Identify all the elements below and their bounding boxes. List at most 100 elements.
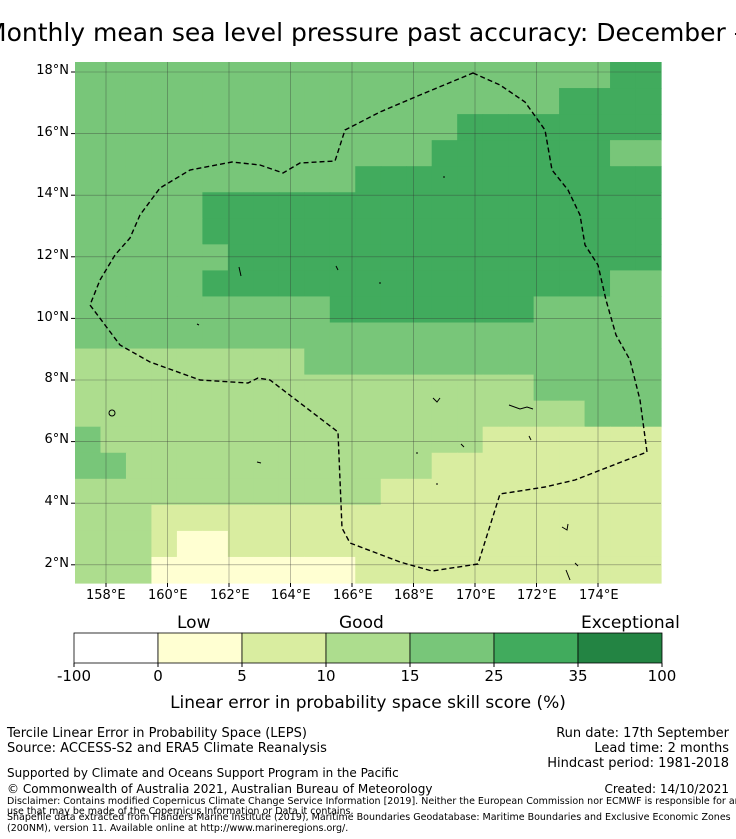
skill-cell <box>635 192 662 219</box>
skill-cell <box>151 192 178 219</box>
skill-cell <box>125 322 153 350</box>
skill-cell <box>100 556 127 584</box>
skill-cell <box>584 478 611 506</box>
skill-cell <box>355 62 382 89</box>
skill-cell <box>406 218 433 245</box>
skill-cell <box>278 504 305 532</box>
skill-cell <box>304 140 331 167</box>
skill-cell <box>253 62 280 89</box>
skill-cell <box>559 556 586 584</box>
colorbar-tick: 25 <box>484 667 504 685</box>
skill-cell <box>355 140 382 167</box>
skill-cell <box>380 478 407 506</box>
skill-cell <box>635 478 662 506</box>
skill-cell <box>482 478 509 506</box>
skill-cell <box>559 296 586 324</box>
skill-cell <box>635 270 662 298</box>
skill-cell <box>253 218 280 245</box>
skill-cell <box>100 192 127 219</box>
skill-cell <box>482 114 509 141</box>
skill-cell <box>202 322 229 350</box>
skill-cell <box>125 296 153 324</box>
skill-cell <box>635 556 662 584</box>
skill-cell <box>176 140 203 167</box>
colorbar-segment <box>241 632 327 664</box>
skill-cell <box>151 244 178 271</box>
skill-cell <box>355 322 382 350</box>
skill-cell <box>457 114 484 141</box>
colorbar-segment <box>325 632 411 664</box>
skill-cell <box>380 114 407 141</box>
skill-cell <box>635 140 662 167</box>
skill-cell <box>380 296 407 324</box>
latitude-ticks <box>71 71 75 566</box>
skill-cell <box>176 530 203 558</box>
skill-cell <box>125 452 153 480</box>
skill-cell <box>176 296 203 324</box>
skill-cell <box>227 322 254 350</box>
skill-cell <box>125 478 153 506</box>
skill-cell <box>380 374 407 402</box>
skill-cell <box>227 88 254 115</box>
islands <box>108 176 579 581</box>
skill-cell <box>533 88 560 115</box>
lat-label-12: 12°N <box>36 248 69 263</box>
skill-cell <box>584 270 611 298</box>
skill-cell <box>406 348 433 376</box>
footer-disclaimer: use that may be made of the Copernicus I… <box>7 806 354 817</box>
skill-cell <box>278 192 305 219</box>
skill-cell <box>380 166 407 193</box>
skill-cell <box>278 400 305 428</box>
skill-cell <box>227 478 254 506</box>
skill-cell <box>253 296 280 324</box>
skill-cell <box>584 140 611 167</box>
skill-cell <box>75 504 102 532</box>
skill-cell <box>559 504 586 532</box>
skill-cell <box>380 426 407 454</box>
colorbar-tick: 15 <box>400 667 420 685</box>
skill-cell <box>125 270 153 298</box>
skill-cell <box>584 192 611 219</box>
skill-cell <box>355 348 382 376</box>
skill-cell <box>227 296 254 324</box>
skill-cell <box>253 244 280 271</box>
skill-cell <box>584 530 611 558</box>
skill-cell <box>508 452 535 480</box>
skill-cell <box>635 88 662 115</box>
skill-cell <box>457 88 484 115</box>
lon-label-172: 172°E <box>517 588 557 603</box>
skill-cell <box>584 114 611 141</box>
skill-cell <box>380 556 407 584</box>
skill-cell <box>635 296 662 324</box>
skill-cell <box>227 218 254 245</box>
skill-cell <box>584 374 611 402</box>
skill-cell <box>584 296 611 324</box>
skill-cell <box>278 478 305 506</box>
category-exceptional: Exceptional <box>581 613 680 633</box>
skill-cell <box>610 218 637 245</box>
skill-cell <box>533 530 560 558</box>
skill-cell <box>100 504 127 532</box>
skill-cell <box>533 400 560 428</box>
skill-cell <box>406 296 433 324</box>
skill-cell <box>151 218 178 245</box>
skill-cell <box>278 62 305 89</box>
skill-cell <box>380 270 407 298</box>
skill-cell <box>125 348 153 376</box>
skill-cell <box>610 270 637 298</box>
skill-cell <box>151 348 178 376</box>
skill-cell <box>202 192 229 219</box>
skill-cell <box>584 504 611 532</box>
skill-cell <box>508 400 535 428</box>
skill-cell <box>75 166 102 193</box>
skill-cell <box>75 140 102 167</box>
skill-cell <box>176 504 203 532</box>
skill-cell <box>610 426 637 454</box>
skill-cell <box>329 192 356 219</box>
skill-cell <box>75 270 102 298</box>
skill-cell <box>635 504 662 532</box>
skill-cell <box>125 166 153 193</box>
skill-cell <box>457 504 484 532</box>
skill-cell <box>253 400 280 428</box>
skill-cell <box>457 140 484 167</box>
